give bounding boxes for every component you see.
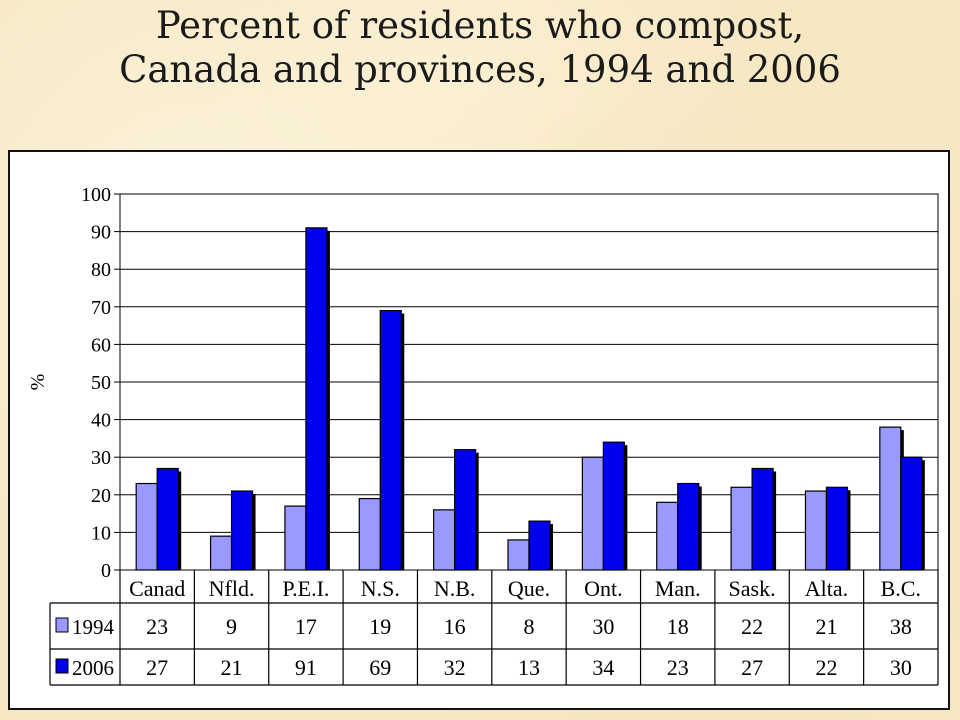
data-label: 69 — [369, 655, 391, 680]
bar-2006 — [900, 456, 923, 571]
data-label: 27 — [146, 655, 168, 680]
bar-1994 — [879, 426, 902, 571]
title-line-2: Canada and provinces, 1994 and 2006 — [119, 48, 841, 91]
data-label: 91 — [295, 655, 317, 680]
bar-2006 — [677, 482, 700, 571]
y-tick-label: 20 — [91, 485, 111, 507]
bar-1994 — [358, 497, 381, 571]
legend-label-1994: 1994 — [72, 615, 115, 639]
category-label: Que. — [508, 576, 550, 601]
data-label: 18 — [667, 614, 689, 639]
title-line-1: Percent of residents who compost, — [155, 4, 805, 47]
data-label: 22 — [815, 655, 837, 680]
category-label: Man. — [655, 576, 701, 601]
y-tick-label: 50 — [91, 372, 111, 394]
category-label: P.E.I. — [282, 576, 329, 601]
chart-title: Percent of residents who compost, Canada… — [0, 4, 960, 92]
bar-shadow — [178, 471, 182, 570]
category-label: Ont. — [584, 576, 623, 601]
category-label: Sask. — [729, 576, 776, 601]
y-tick-label: 80 — [91, 259, 111, 281]
bar-chart: 0 10 20 30 40 50 60 70 80 90 100% Canad Nfld. P.E.I. N… — [27, 184, 939, 686]
data-label: 21 — [815, 614, 837, 639]
data-label: 13 — [518, 655, 540, 680]
bar-shadow — [624, 445, 628, 570]
data-label: 9 — [226, 614, 237, 639]
bar-1994 — [284, 505, 307, 571]
bar-1994 — [656, 501, 679, 571]
category-label: N.S. — [361, 576, 400, 601]
y-tick-label: 30 — [91, 447, 111, 469]
category-label: N.B. — [434, 576, 476, 601]
data-label: 30 — [890, 655, 912, 680]
bar-2006 — [454, 449, 477, 571]
bar-shadow — [401, 313, 405, 570]
legend-swatch-1994 — [55, 617, 69, 633]
bar-1994 — [433, 509, 456, 571]
data-label: 38 — [890, 614, 912, 639]
y-tick-label: 40 — [91, 410, 111, 432]
legend-swatch-2006 — [55, 658, 69, 674]
bar-1994 — [804, 490, 828, 571]
y-tick-label: 60 — [91, 334, 111, 356]
bar-2006 — [528, 520, 551, 571]
bar-2006 — [379, 309, 402, 571]
y-tick-label: 70 — [91, 297, 111, 319]
data-label: 22 — [741, 614, 763, 639]
bar-shadow — [326, 230, 330, 570]
bar-1994 — [507, 539, 530, 571]
data-label: 23 — [146, 614, 168, 639]
category-label: Nfld. — [209, 576, 255, 601]
bar-2006 — [230, 490, 254, 571]
bar-1994 — [135, 482, 158, 571]
data-label: 23 — [667, 655, 689, 680]
chart-panel: 0 10 20 30 40 50 60 70 80 90 100% Canad Nfld. P.E.I. N… — [8, 150, 950, 710]
category-label: Alta. — [805, 576, 848, 601]
category-label: B.C. — [881, 576, 921, 601]
y-tick-label: 90 — [91, 222, 111, 244]
data-label: 17 — [295, 614, 317, 639]
bar-1994 — [581, 456, 604, 571]
data-label: 30 — [592, 614, 614, 639]
data-label: 34 — [592, 655, 614, 680]
bar-shadow — [921, 460, 925, 570]
bar-2006 — [156, 467, 179, 571]
category-label: Canad — [129, 576, 185, 601]
bar-shadow — [550, 524, 553, 570]
bar-shadow — [475, 452, 479, 570]
bar-2006 — [751, 467, 774, 571]
bar-2006 — [305, 227, 328, 571]
data-label: 8 — [524, 614, 535, 639]
y-axis-label: % — [27, 374, 49, 391]
y-tick-label: 100 — [81, 184, 111, 206]
data-label: 27 — [741, 655, 763, 680]
bar-shadow — [847, 490, 851, 570]
bar-2006 — [825, 486, 849, 571]
data-label: 21 — [221, 655, 243, 680]
bar-1994 — [730, 486, 753, 571]
bar-shadow — [252, 494, 256, 570]
data-label: 32 — [444, 655, 466, 680]
data-label: 16 — [444, 614, 466, 639]
bar-shadow — [773, 471, 777, 570]
data-label: 19 — [369, 614, 391, 639]
bar-shadow — [698, 486, 702, 570]
y-tick-label: 0 — [101, 560, 111, 582]
legend-label-2006: 2006 — [72, 656, 114, 680]
bar-2006 — [602, 441, 625, 571]
bar-1994 — [209, 535, 233, 571]
y-tick-label: 10 — [91, 522, 111, 544]
